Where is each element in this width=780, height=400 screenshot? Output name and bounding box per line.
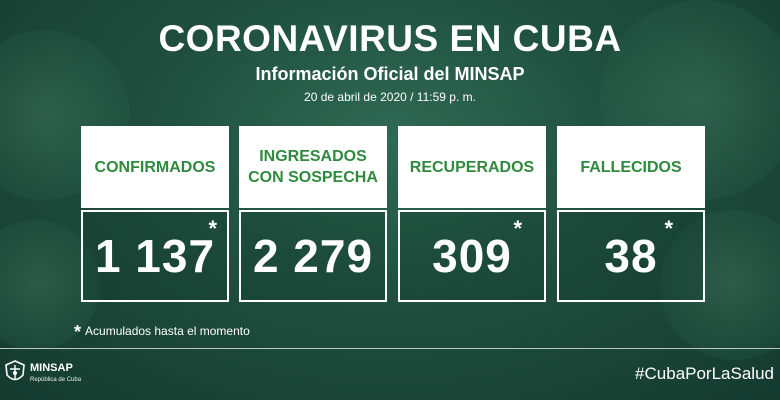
footnote: * Acumulados hasta el momento <box>74 322 250 343</box>
stat-card-label-line2: CON SOSPECHA <box>248 169 378 186</box>
stat-card-value-box: 2 279 <box>239 210 387 302</box>
minsap-logo: MINSAP República de Cuba <box>2 357 90 389</box>
stat-card-value-box: 309 * <box>398 210 546 302</box>
page-title: CORONAVIRUS EN CUBA <box>158 18 622 59</box>
stat-card-label-line1: INGRESADOS <box>259 148 367 165</box>
virus-background-icon <box>0 220 100 350</box>
stat-card-value: 309 <box>432 230 512 282</box>
asterisk-mark: * <box>208 216 217 241</box>
coat-of-arms-icon <box>5 360 25 381</box>
footer-divider <box>0 348 780 349</box>
page-subtitle: Información Oficial del MINSAP <box>255 64 525 84</box>
stat-card-label: INGRESADOS CON SOSPECHA <box>239 126 387 208</box>
report-date: 20 de abril de 2020 / 11:59 p. m. <box>304 90 476 104</box>
footnote-asterisk: * <box>74 322 82 342</box>
footnote-text: Acumulados hasta el momento <box>85 324 250 338</box>
stat-card-value: 1 137 <box>94 230 216 282</box>
logo-subtext: República de Cuba <box>30 377 82 383</box>
stat-card-confirmados: CONFIRMADOS 1 137 * <box>81 126 229 302</box>
stat-card-recuperados: RECUPERADOS 309 * <box>398 126 546 302</box>
stat-card-label: RECUPERADOS <box>398 126 546 208</box>
virus-background-icon <box>660 210 780 360</box>
asterisk-mark: * <box>664 216 673 241</box>
logo-text: MINSAP <box>30 362 73 374</box>
stat-card-fallecidos: FALLECIDOS 38 * <box>557 126 705 302</box>
asterisk-mark: * <box>513 216 522 241</box>
stat-card-value: 2 279 <box>252 230 374 282</box>
stat-card-label: CONFIRMADOS <box>81 126 229 208</box>
stat-card-ingresados: INGRESADOS CON SOSPECHA 2 279 <box>239 126 387 302</box>
stat-card-value-box: 38 * <box>557 210 705 302</box>
stat-card-label: FALLECIDOS <box>557 126 705 208</box>
stat-card-value: 38 <box>604 230 658 282</box>
stat-card-value-box: 1 137 * <box>81 210 229 302</box>
hashtag: #CubaPorLaSalud <box>635 364 774 383</box>
